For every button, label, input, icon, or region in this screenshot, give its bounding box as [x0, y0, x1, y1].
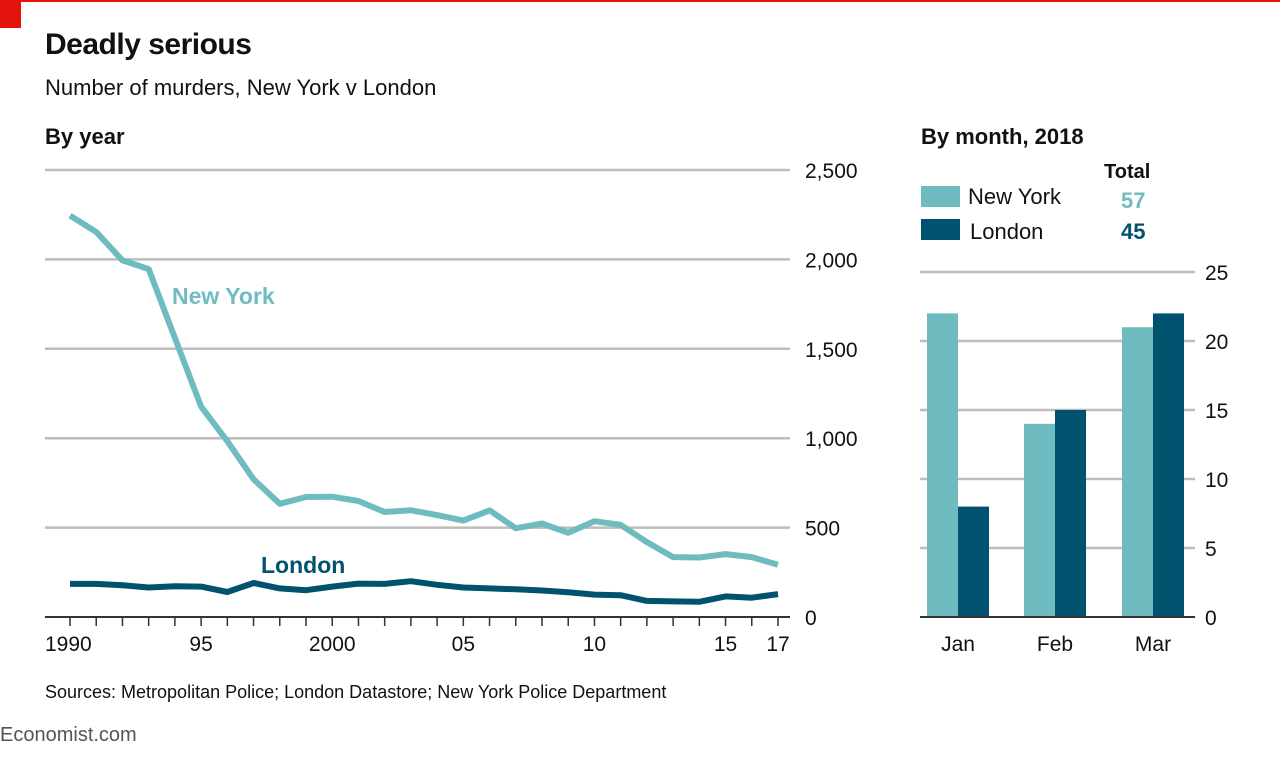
- y-tick-label: 20: [1205, 331, 1228, 354]
- legend-swatch-new-york: [921, 186, 960, 207]
- y-tick-label: 0: [1205, 607, 1217, 630]
- y-tick-label: 1,500: [805, 339, 858, 362]
- legend-total-new-york: 57: [1121, 188, 1146, 213]
- legend-total-london: 45: [1121, 219, 1146, 244]
- y-tick-label: 2,500: [805, 160, 858, 183]
- bar-panel-title: By month, 2018: [921, 124, 1084, 149]
- series-label-london: London: [261, 552, 345, 578]
- y-tick-label: 15: [1205, 400, 1228, 423]
- line-series-london: [70, 578, 779, 605]
- x-tick-label: 17: [766, 633, 789, 656]
- bar-mar-london: [1153, 313, 1184, 617]
- y-tick-label: 1,000: [805, 428, 858, 451]
- x-tick-label: Feb: [1037, 633, 1073, 656]
- accent-tag: [0, 0, 21, 28]
- chart-title: Deadly serious: [45, 28, 252, 61]
- legend-label-london: London: [970, 219, 1044, 244]
- y-tick-label: 500: [805, 518, 840, 541]
- line-panel-title: By year: [45, 124, 125, 149]
- top-accent-line: [0, 0, 1280, 2]
- bar-jan-new-york: [927, 313, 958, 617]
- bar-feb-london: [1055, 410, 1086, 617]
- y-tick-label: 10: [1205, 469, 1228, 492]
- legend-total-header: Total: [1104, 161, 1151, 183]
- x-tick-label: Mar: [1135, 633, 1171, 656]
- brand-logo-text: Economist.com: [0, 724, 137, 746]
- legend-swatch-london: [921, 219, 960, 240]
- y-tick-label: 0: [805, 607, 817, 630]
- x-tick-label: 15: [714, 633, 737, 656]
- line-series-new-york: [68, 213, 779, 568]
- series-label-new-york: New York: [172, 283, 275, 309]
- x-tick-label: 05: [452, 633, 475, 656]
- x-tick-label: 2000: [309, 633, 356, 656]
- y-tick-label: 25: [1205, 262, 1228, 285]
- x-tick-label: 1990: [45, 633, 92, 656]
- chart-subtitle: Number of murders, New York v London: [45, 75, 437, 100]
- bar-feb-new-york: [1024, 423, 1055, 617]
- y-tick-label: 5: [1205, 538, 1217, 561]
- legend-label-new-york: New York: [968, 184, 1061, 209]
- x-tick-label: 95: [189, 633, 212, 656]
- y-tick-label: 2,000: [805, 249, 858, 272]
- x-tick-label: Jan: [941, 633, 975, 656]
- x-tick-label: 10: [583, 633, 606, 656]
- bar-jan-london: [958, 506, 989, 617]
- source-note: Sources: Metropolitan Police; London Dat…: [45, 682, 667, 702]
- bar-mar-new-york: [1122, 327, 1153, 617]
